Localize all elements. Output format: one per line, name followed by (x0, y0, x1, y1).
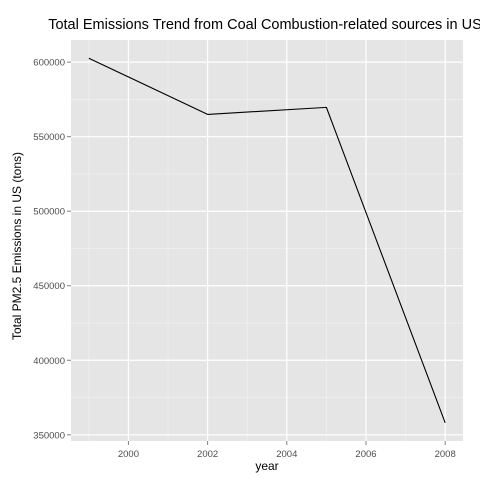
x-tick-label: 2004 (276, 449, 297, 460)
series-layer (88, 57, 446, 423)
series-line-0 (88, 57, 446, 423)
y-tick-label: 500000 (33, 207, 65, 218)
y-tick-label: 550000 (33, 132, 65, 143)
y-axis-title: Total PM2.5 Emissions in US (tons) (10, 152, 24, 340)
y-tick-label: 450000 (33, 281, 65, 292)
major-gridlines (71, 40, 463, 441)
x-tick-label: 2008 (435, 449, 456, 460)
x-tick-label: 2000 (118, 449, 139, 460)
x-axis-title: year (255, 459, 278, 473)
chart-title: Total Emissions Trend from Coal Combusti… (48, 17, 480, 33)
y-tick-label: 350000 (33, 430, 65, 441)
minor-gridlines (71, 40, 463, 441)
x-tick-label: 2006 (355, 449, 376, 460)
y-tick-label: 400000 (33, 356, 65, 367)
y-axis-ticks: 350000 400000 450000 500000 550000 600000 (33, 58, 71, 441)
y-tick-label: 600000 (33, 58, 65, 69)
plot-panel (71, 40, 463, 441)
x-axis-ticks: 2000 2002 2004 2006 2008 (118, 441, 456, 460)
x-tick-label: 2002 (197, 449, 218, 460)
